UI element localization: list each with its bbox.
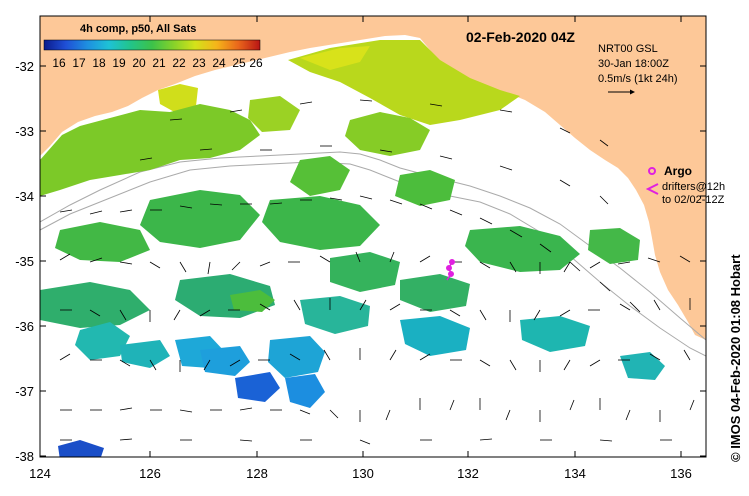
colorbar-label: 24 — [212, 56, 226, 70]
argo-drifter-track — [446, 259, 455, 281]
y-tick-marks — [40, 65, 706, 457]
colorbar-label: 18 — [92, 56, 106, 70]
x-tick-label: 132 — [457, 466, 479, 481]
argo-legend: Argo drifters@12h to 02/02-12Z — [645, 164, 725, 206]
current-time: 30-Jan 18:00Z — [598, 58, 669, 70]
colorbar — [43, 39, 261, 51]
colorbar-label: 25 — [232, 56, 246, 70]
y-tick-label: -37 — [15, 384, 34, 399]
current-scale-label: 0.5m/s (1kt 24h) — [598, 73, 677, 85]
colorbar-labels: 16 17 18 19 20 21 22 23 24 25 26 — [52, 56, 263, 70]
colorbar-label: 17 — [72, 56, 86, 70]
colorbar-label: 16 — [52, 56, 66, 70]
drifters-label-2: to 02/02-12Z — [662, 194, 725, 206]
y-tick-label: -32 — [15, 59, 34, 74]
colorbar-label: 21 — [152, 56, 166, 70]
x-tick-label: 130 — [352, 466, 374, 481]
colorbar-label: 22 — [172, 56, 186, 70]
colorbar-label: 23 — [192, 56, 206, 70]
plot-frame — [39, 15, 707, 458]
current-source: NRT00 GSL — [598, 43, 658, 55]
legend-title: 4h comp, p50, All Sats — [80, 23, 196, 35]
x-tick-marks — [39, 16, 682, 457]
x-tick-label: 128 — [246, 466, 268, 481]
colorbar-label: 26 — [249, 56, 263, 70]
argo-marker-icon — [648, 167, 656, 175]
x-tick-label: 136 — [670, 466, 692, 481]
current-info: NRT00 GSL 30-Jan 18:00Z 0.5m/s (1kt 24h) — [598, 43, 677, 95]
y-tick-label: -35 — [15, 254, 34, 269]
land-mainland — [40, 16, 706, 340]
x-tick-label: 134 — [564, 466, 586, 481]
y-tick-label: -33 — [15, 124, 34, 139]
y-tick-label: -34 — [15, 189, 34, 204]
drifter-marker-icon — [645, 183, 659, 195]
x-tick-label: 126 — [139, 466, 161, 481]
map-title: 02-Feb-2020 04Z — [466, 29, 575, 45]
y-tick-label: -36 — [15, 319, 34, 334]
y-tick-labels: -32 -33 -34 -35 -36 -37 -38 — [15, 59, 34, 464]
drifters-label-1: drifters@12h — [662, 181, 725, 193]
colorbar-label: 19 — [112, 56, 126, 70]
sst-patches — [40, 40, 665, 457]
colorbar-legend: 4h comp, p50, All Sats 16 17 18 19 20 21… — [43, 23, 263, 70]
current-vectors — [59, 99, 695, 445]
colorbar-label: 20 — [132, 56, 146, 70]
argo-label: Argo — [664, 164, 692, 178]
x-tick-labels: 124 126 128 130 132 134 136 — [29, 466, 692, 481]
x-tick-label: 124 — [29, 466, 51, 481]
credit-text: © IMOS 04-Feb-2020 01:08 Hobart — [728, 254, 743, 462]
y-tick-label: -38 — [15, 449, 34, 464]
